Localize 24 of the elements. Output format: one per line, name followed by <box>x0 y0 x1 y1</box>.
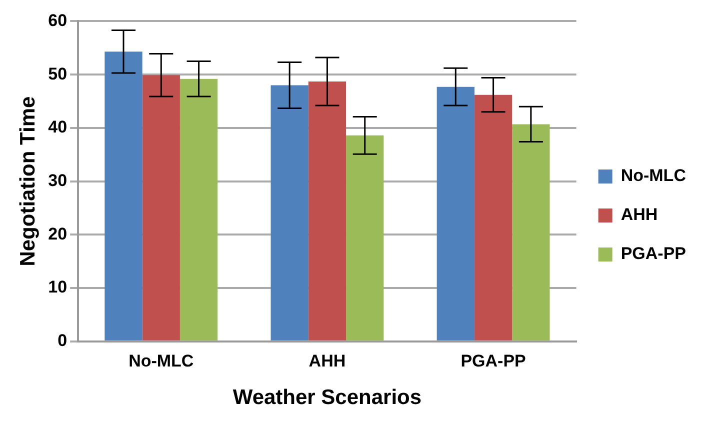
legend-label: No-MLC <box>620 166 686 186</box>
y-tick-label: 0 <box>58 331 68 350</box>
bar <box>346 135 384 340</box>
y-tick-label: 40 <box>48 118 68 137</box>
x-axis-title: Weather Scenarios <box>232 386 422 410</box>
bar <box>512 124 550 340</box>
x-tick-label: No-MLC <box>128 351 194 370</box>
y-tick-label: 30 <box>48 170 68 190</box>
legend-label: PGA-PP <box>620 244 686 264</box>
bar <box>436 86 474 340</box>
y-axis-title: Negotiation Time <box>16 96 40 266</box>
bar <box>474 94 512 340</box>
x-tick-label: AHH <box>308 351 346 370</box>
bar <box>104 52 142 340</box>
legend-label: AHH <box>620 205 658 224</box>
y-tick-label: 50 <box>48 64 68 84</box>
bar <box>180 78 218 340</box>
y-tick-label: 20 <box>48 224 68 244</box>
bar <box>308 82 346 340</box>
y-tick-label: 10 <box>48 278 68 297</box>
bar <box>270 85 308 340</box>
y-tick-label: 60 <box>48 10 68 30</box>
x-tick-label: PGA-PP <box>460 351 526 370</box>
bar <box>142 75 180 340</box>
